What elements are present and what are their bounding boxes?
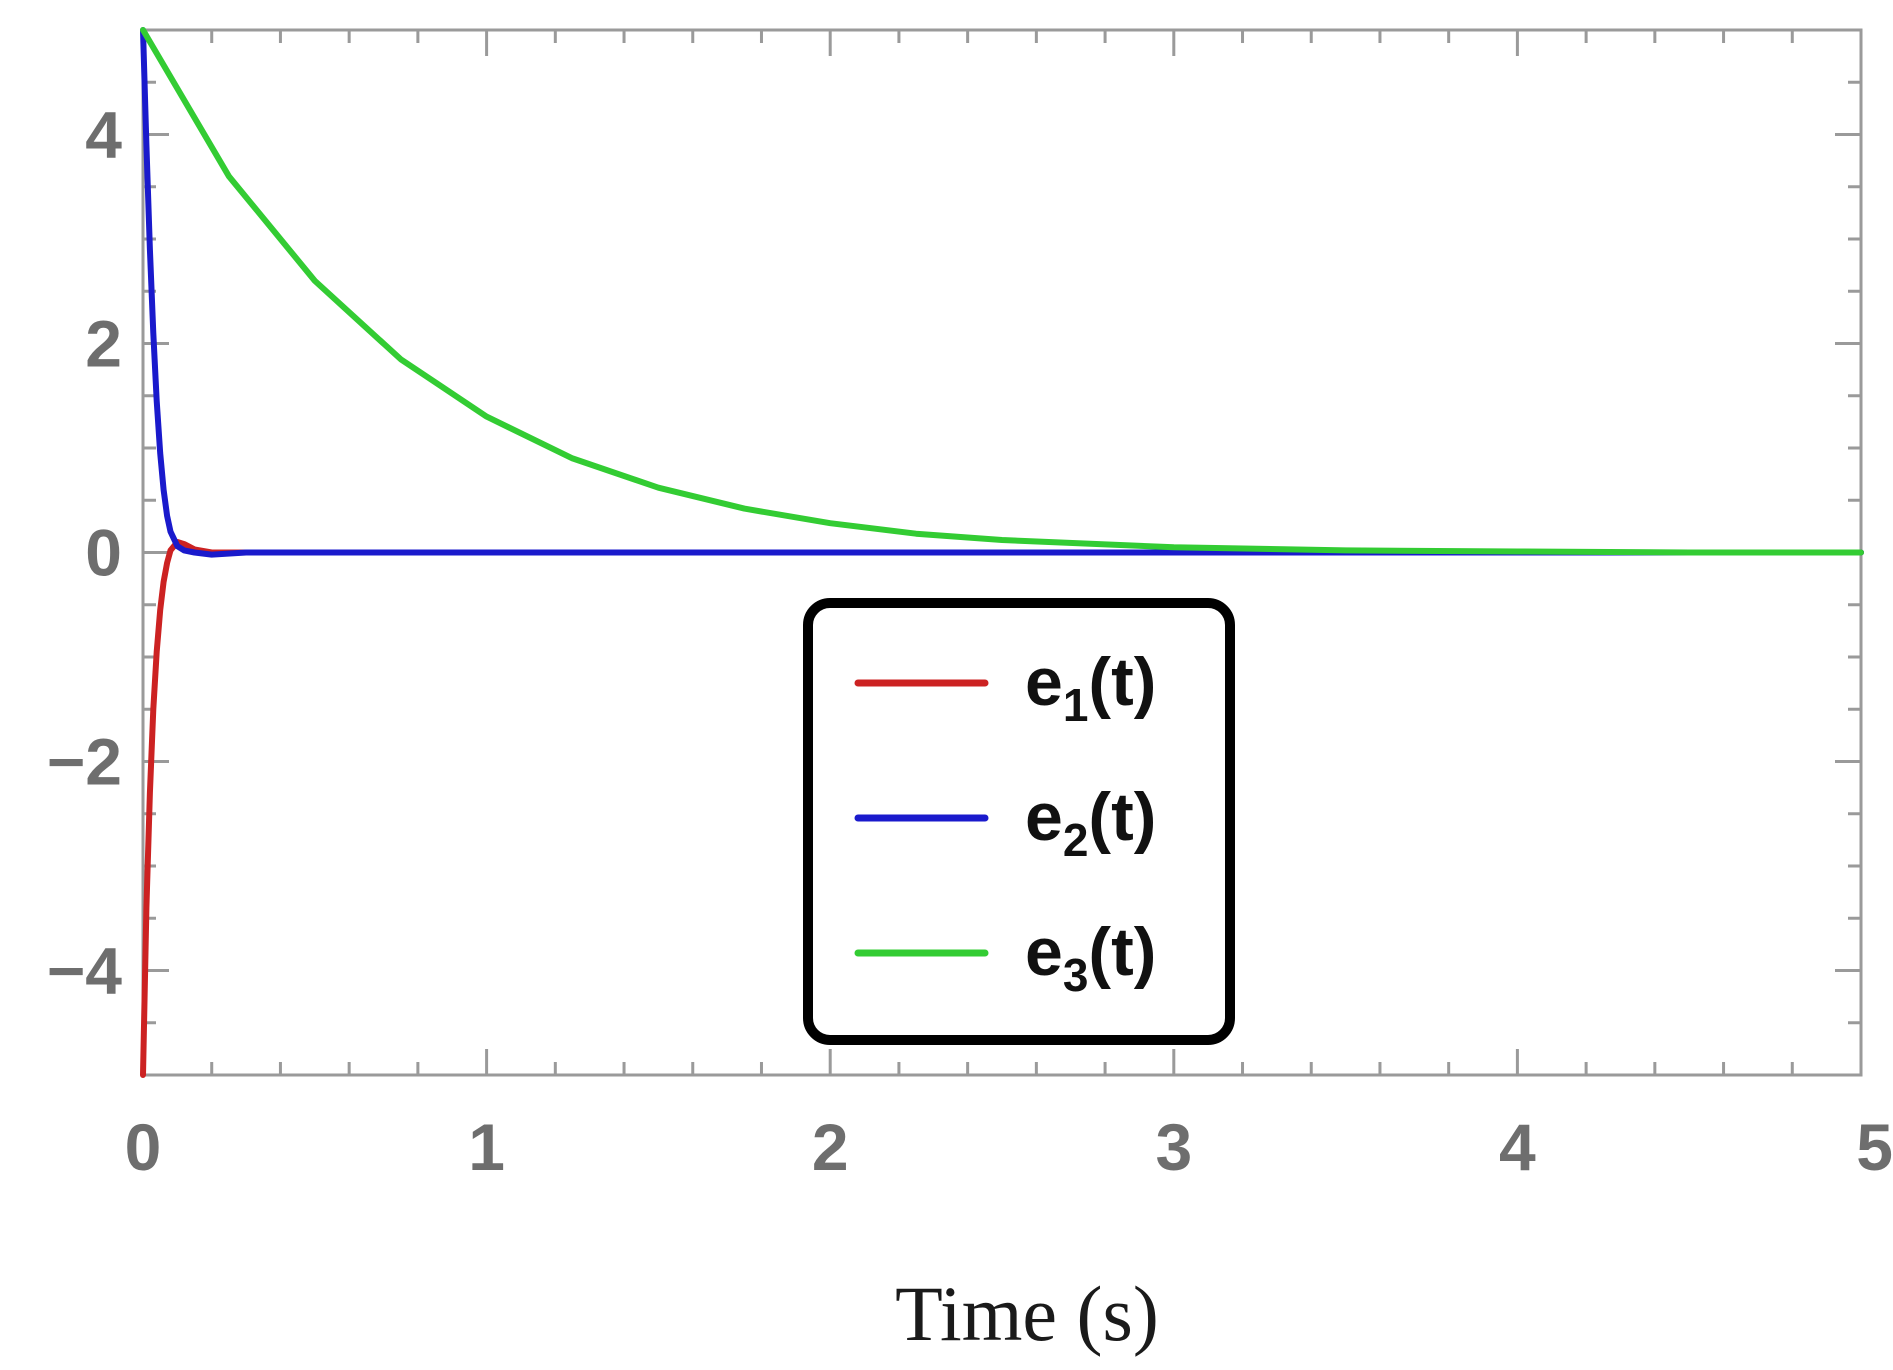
legend-label: e2(t)	[1025, 779, 1156, 866]
x-tick-label: 1	[468, 1110, 505, 1184]
y-tick-label: −4	[47, 934, 123, 1008]
legend-entry-1: e1(t)	[854, 644, 1156, 731]
y-tick-label: −2	[47, 725, 122, 799]
x-tick-labels: 0 1 2 3 4 5	[125, 1110, 1893, 1184]
legend-entry-2: e2(t)	[854, 779, 1156, 866]
x-tick-label: 0	[125, 1110, 162, 1184]
x-tick-label: 2	[812, 1110, 849, 1184]
legend-entries: e1(t) e2(t) e3(t)	[854, 644, 1156, 1001]
legend-label: e1(t)	[1025, 644, 1156, 731]
y-tick-label: 2	[85, 307, 122, 381]
legend: e1(t) e2(t) e3(t)	[803, 598, 1235, 1045]
x-tick-label: 5	[1856, 1110, 1893, 1184]
legend-entry-3: e3(t)	[854, 914, 1156, 1001]
y-tick-labels: −4 −2 0 2 4	[47, 98, 123, 1008]
legend-label: e3(t)	[1025, 914, 1156, 1001]
x-axis-title: Time (s)	[895, 1270, 1159, 1357]
series-layer	[140, 27, 1864, 1078]
y-tick-label: 4	[85, 98, 122, 172]
y-tick-label: 0	[85, 516, 122, 590]
x-tick-label: 4	[1499, 1110, 1536, 1184]
legend-box	[803, 598, 1235, 1045]
series-line-2	[140, 27, 1864, 558]
series-line-3	[140, 27, 1864, 556]
x-tick-label: 3	[1155, 1110, 1192, 1184]
